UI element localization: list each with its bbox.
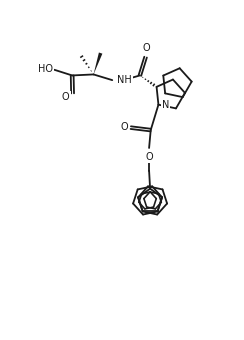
Text: NH: NH [117, 75, 132, 85]
Text: O: O [142, 43, 150, 53]
Text: O: O [62, 92, 70, 102]
Text: O: O [120, 122, 128, 132]
Text: N: N [162, 100, 170, 110]
Text: O: O [145, 152, 153, 163]
Text: HO: HO [38, 64, 53, 74]
Polygon shape [93, 52, 102, 74]
